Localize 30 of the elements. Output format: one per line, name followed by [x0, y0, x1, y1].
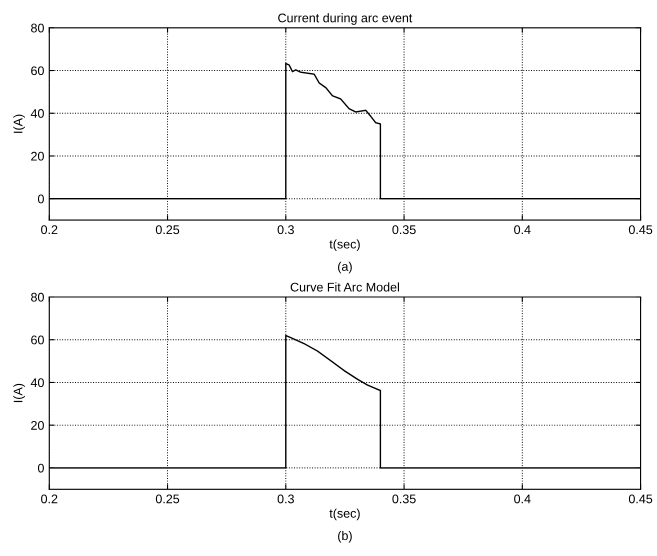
- y-tick-label: 80: [31, 292, 44, 302]
- x-tick-label: 0.3: [278, 225, 294, 234]
- y-tick-label: 20: [31, 152, 44, 161]
- x-tick-label: 0.2: [41, 494, 58, 504]
- y-axis-title: I(A): [13, 384, 25, 402]
- y-tick-label: 60: [31, 336, 44, 344]
- y-tick-label: 20: [31, 420, 44, 430]
- x-tick-label: 0.2: [41, 225, 58, 234]
- y-tick-label: 0: [38, 194, 44, 204]
- chart-title: Current during arc event: [278, 13, 412, 25]
- text: (a): [338, 262, 352, 274]
- x-tick-label: 0.45: [628, 494, 652, 504]
- y-tick-label: 0: [38, 464, 44, 473]
- x-tick-label: 0.25: [156, 225, 180, 234]
- x-tick-label: 0.35: [392, 225, 416, 234]
- x-tick-label: 0.45: [628, 225, 652, 234]
- x-tick-label: 0.35: [392, 494, 416, 504]
- y-tick-label: 40: [30, 378, 44, 388]
- y-tick-label: 80: [31, 24, 44, 32]
- x-axis-title: t(sec): [329, 508, 360, 520]
- y-tick-label: 40: [30, 109, 44, 118]
- x-tick-label: 0.25: [156, 494, 180, 504]
- y-tick-label: 60: [31, 66, 44, 76]
- x-tick-label: 0.4: [514, 225, 531, 234]
- chart-title: Curve Fit Arc Model: [290, 282, 399, 292]
- x-axis-title: t(sec): [329, 239, 360, 252]
- x-tick-label: 0.4: [514, 494, 531, 504]
- x-tick-label: 0.3: [278, 494, 294, 504]
- y-axis-title: I(A): [13, 114, 25, 133]
- text: (b): [338, 530, 352, 543]
